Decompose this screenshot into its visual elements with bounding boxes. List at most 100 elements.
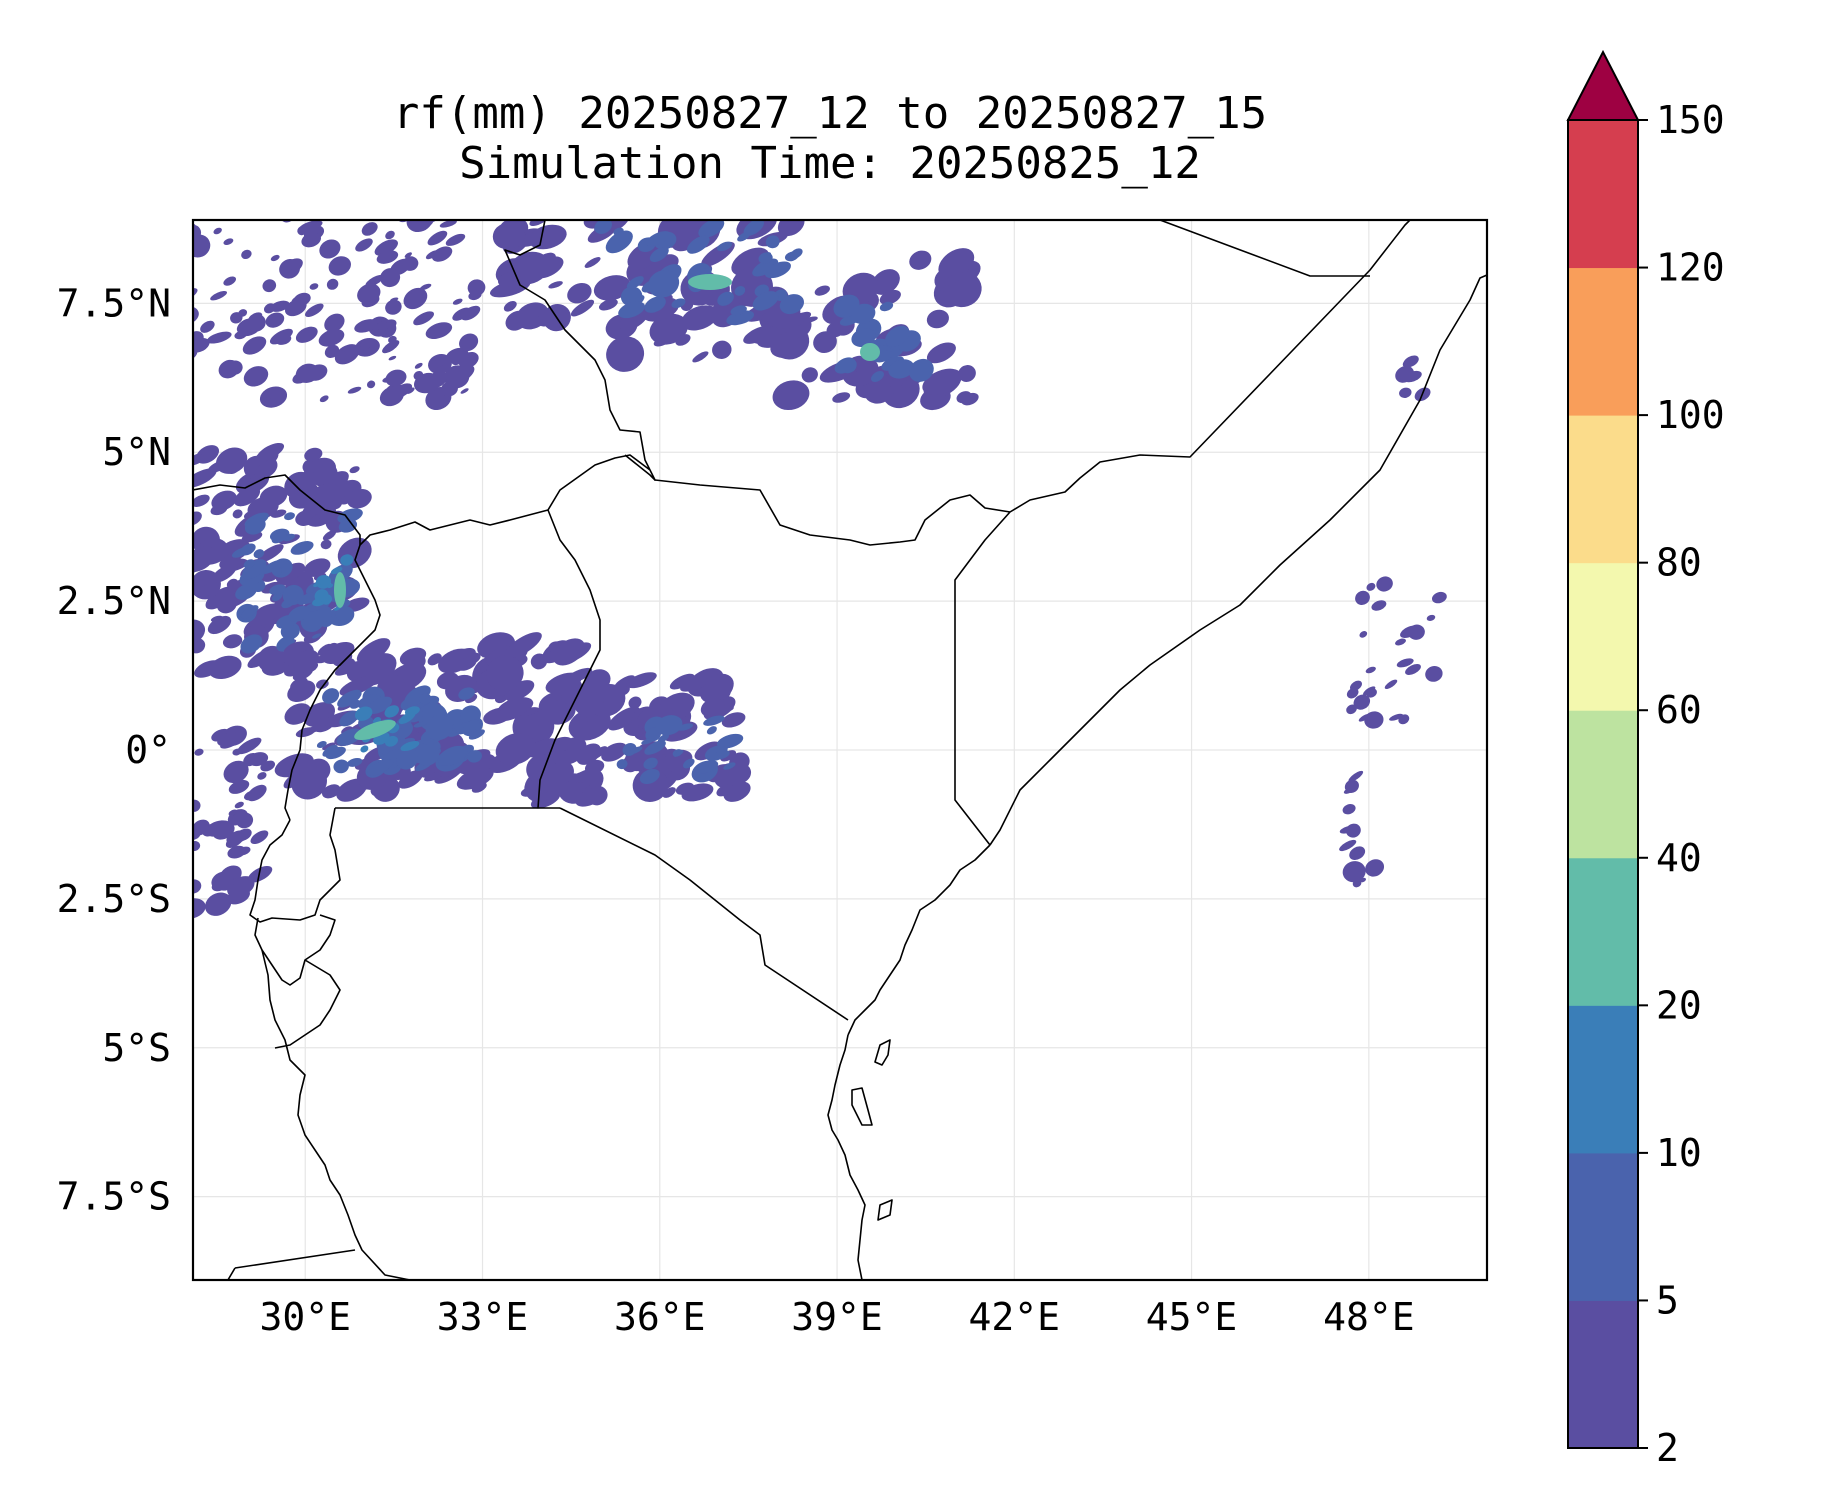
rain-cell bbox=[944, 271, 965, 286]
rain-cell bbox=[1346, 704, 1357, 715]
colorbar-segment bbox=[1568, 562, 1638, 711]
rain-cell bbox=[269, 584, 286, 595]
rain-cell bbox=[639, 768, 660, 785]
border-uganda-drc bbox=[284, 544, 381, 821]
rain-cell bbox=[771, 201, 793, 218]
rain-cell bbox=[716, 784, 734, 797]
rain-cell bbox=[379, 386, 404, 407]
rain-cell bbox=[1342, 861, 1366, 883]
border-uganda-southsudan bbox=[359, 509, 549, 546]
rain-cell bbox=[758, 252, 773, 264]
rain-cell bbox=[655, 715, 683, 736]
rain-cell bbox=[222, 634, 243, 649]
lat-tick-label: 7.5°S bbox=[57, 1175, 171, 1219]
rain-cell bbox=[339, 675, 378, 697]
rain-cell bbox=[232, 509, 243, 519]
rain-cell bbox=[354, 319, 378, 333]
rain-cell bbox=[322, 530, 337, 541]
rain-cell bbox=[330, 566, 343, 575]
rain-cell bbox=[956, 391, 972, 404]
rain-cell bbox=[433, 358, 446, 368]
rain-cell bbox=[207, 615, 232, 635]
rain-cell bbox=[334, 572, 346, 608]
rain-cell bbox=[319, 395, 329, 403]
rain-cell bbox=[814, 285, 830, 296]
rain-cell bbox=[1365, 666, 1376, 674]
rain-cell bbox=[179, 184, 212, 216]
rain-cell bbox=[425, 714, 453, 741]
map-axes: 30°E 33°E 36°E 39°E 42°E 45°E 48°E 7.5°N 5°N 2.5… bbox=[57, 184, 1489, 1339]
rain-cell bbox=[404, 252, 412, 258]
rain-cell bbox=[445, 233, 466, 246]
colorbar-tick-label: 120 bbox=[1656, 246, 1725, 290]
rain-cell bbox=[398, 770, 423, 789]
rain-cell bbox=[495, 732, 536, 765]
rain-cell bbox=[176, 392, 191, 405]
rain-cell bbox=[495, 703, 528, 722]
rain-cell bbox=[716, 241, 733, 252]
rain-cell bbox=[1405, 664, 1421, 675]
rain-cell bbox=[833, 294, 860, 318]
rain-cell bbox=[242, 336, 267, 355]
rain-cell bbox=[206, 331, 232, 344]
rain-cell bbox=[356, 638, 391, 664]
rain-cell bbox=[675, 196, 703, 215]
rain-cell bbox=[193, 638, 206, 654]
rain-cell bbox=[777, 220, 805, 237]
rain-cell bbox=[322, 744, 338, 757]
rain-cell bbox=[316, 741, 327, 748]
rain-cell bbox=[220, 558, 249, 572]
rain-cell bbox=[675, 334, 691, 346]
rain-cell bbox=[462, 719, 480, 733]
lat-tick-label: 5°S bbox=[102, 1026, 171, 1070]
rain-cell bbox=[193, 511, 202, 526]
rain-cell bbox=[223, 276, 237, 286]
rain-cell bbox=[683, 758, 695, 769]
rain-cell bbox=[322, 784, 341, 799]
rain-cell bbox=[909, 250, 932, 270]
rain-cell bbox=[784, 251, 799, 262]
rain-cell bbox=[681, 305, 719, 331]
rain-cell bbox=[1389, 713, 1403, 721]
rain-cell bbox=[257, 544, 284, 563]
rain-cell bbox=[254, 460, 277, 478]
rain-cell bbox=[265, 312, 285, 328]
rain-cell bbox=[583, 669, 611, 693]
rain-cell bbox=[256, 442, 285, 462]
lat-tick-label: 2.5°S bbox=[57, 877, 171, 921]
colorbar-segment bbox=[1568, 857, 1638, 1006]
rain-cell bbox=[570, 299, 595, 317]
rain-cell bbox=[312, 633, 322, 639]
rain-cell bbox=[1403, 355, 1419, 368]
rain-cell bbox=[263, 396, 272, 402]
rain-cell bbox=[440, 381, 458, 397]
rain-cell bbox=[211, 490, 237, 511]
rain-cell bbox=[310, 513, 322, 523]
border-tanzania-zambia bbox=[234, 1249, 356, 1269]
lon-tick-label: 39°E bbox=[791, 1295, 883, 1339]
rain-cell bbox=[263, 303, 276, 314]
colorbar-segment bbox=[1568, 120, 1638, 269]
rain-cell bbox=[287, 680, 316, 702]
rain-cell bbox=[888, 359, 915, 379]
colorbar-segment bbox=[1568, 1005, 1638, 1154]
rain-cell bbox=[173, 194, 190, 208]
rain-cell bbox=[385, 369, 407, 387]
rain-cell bbox=[926, 342, 956, 364]
rain-cell bbox=[297, 592, 319, 605]
rain-cell bbox=[419, 283, 432, 291]
rain-cell bbox=[315, 575, 332, 589]
rain-cell bbox=[409, 653, 426, 669]
rain-cell bbox=[669, 673, 695, 690]
rain-cell bbox=[922, 368, 962, 395]
rain-cell bbox=[349, 466, 360, 474]
rain-cell bbox=[1346, 687, 1359, 699]
rain-cell bbox=[304, 447, 323, 462]
rain-cell bbox=[885, 325, 910, 347]
rain-cell bbox=[619, 307, 649, 331]
rain-cell bbox=[1359, 631, 1368, 638]
rain-cell bbox=[427, 230, 448, 246]
rain-cell bbox=[728, 763, 752, 784]
rain-cell bbox=[909, 358, 934, 382]
rain-cell bbox=[1364, 711, 1384, 729]
